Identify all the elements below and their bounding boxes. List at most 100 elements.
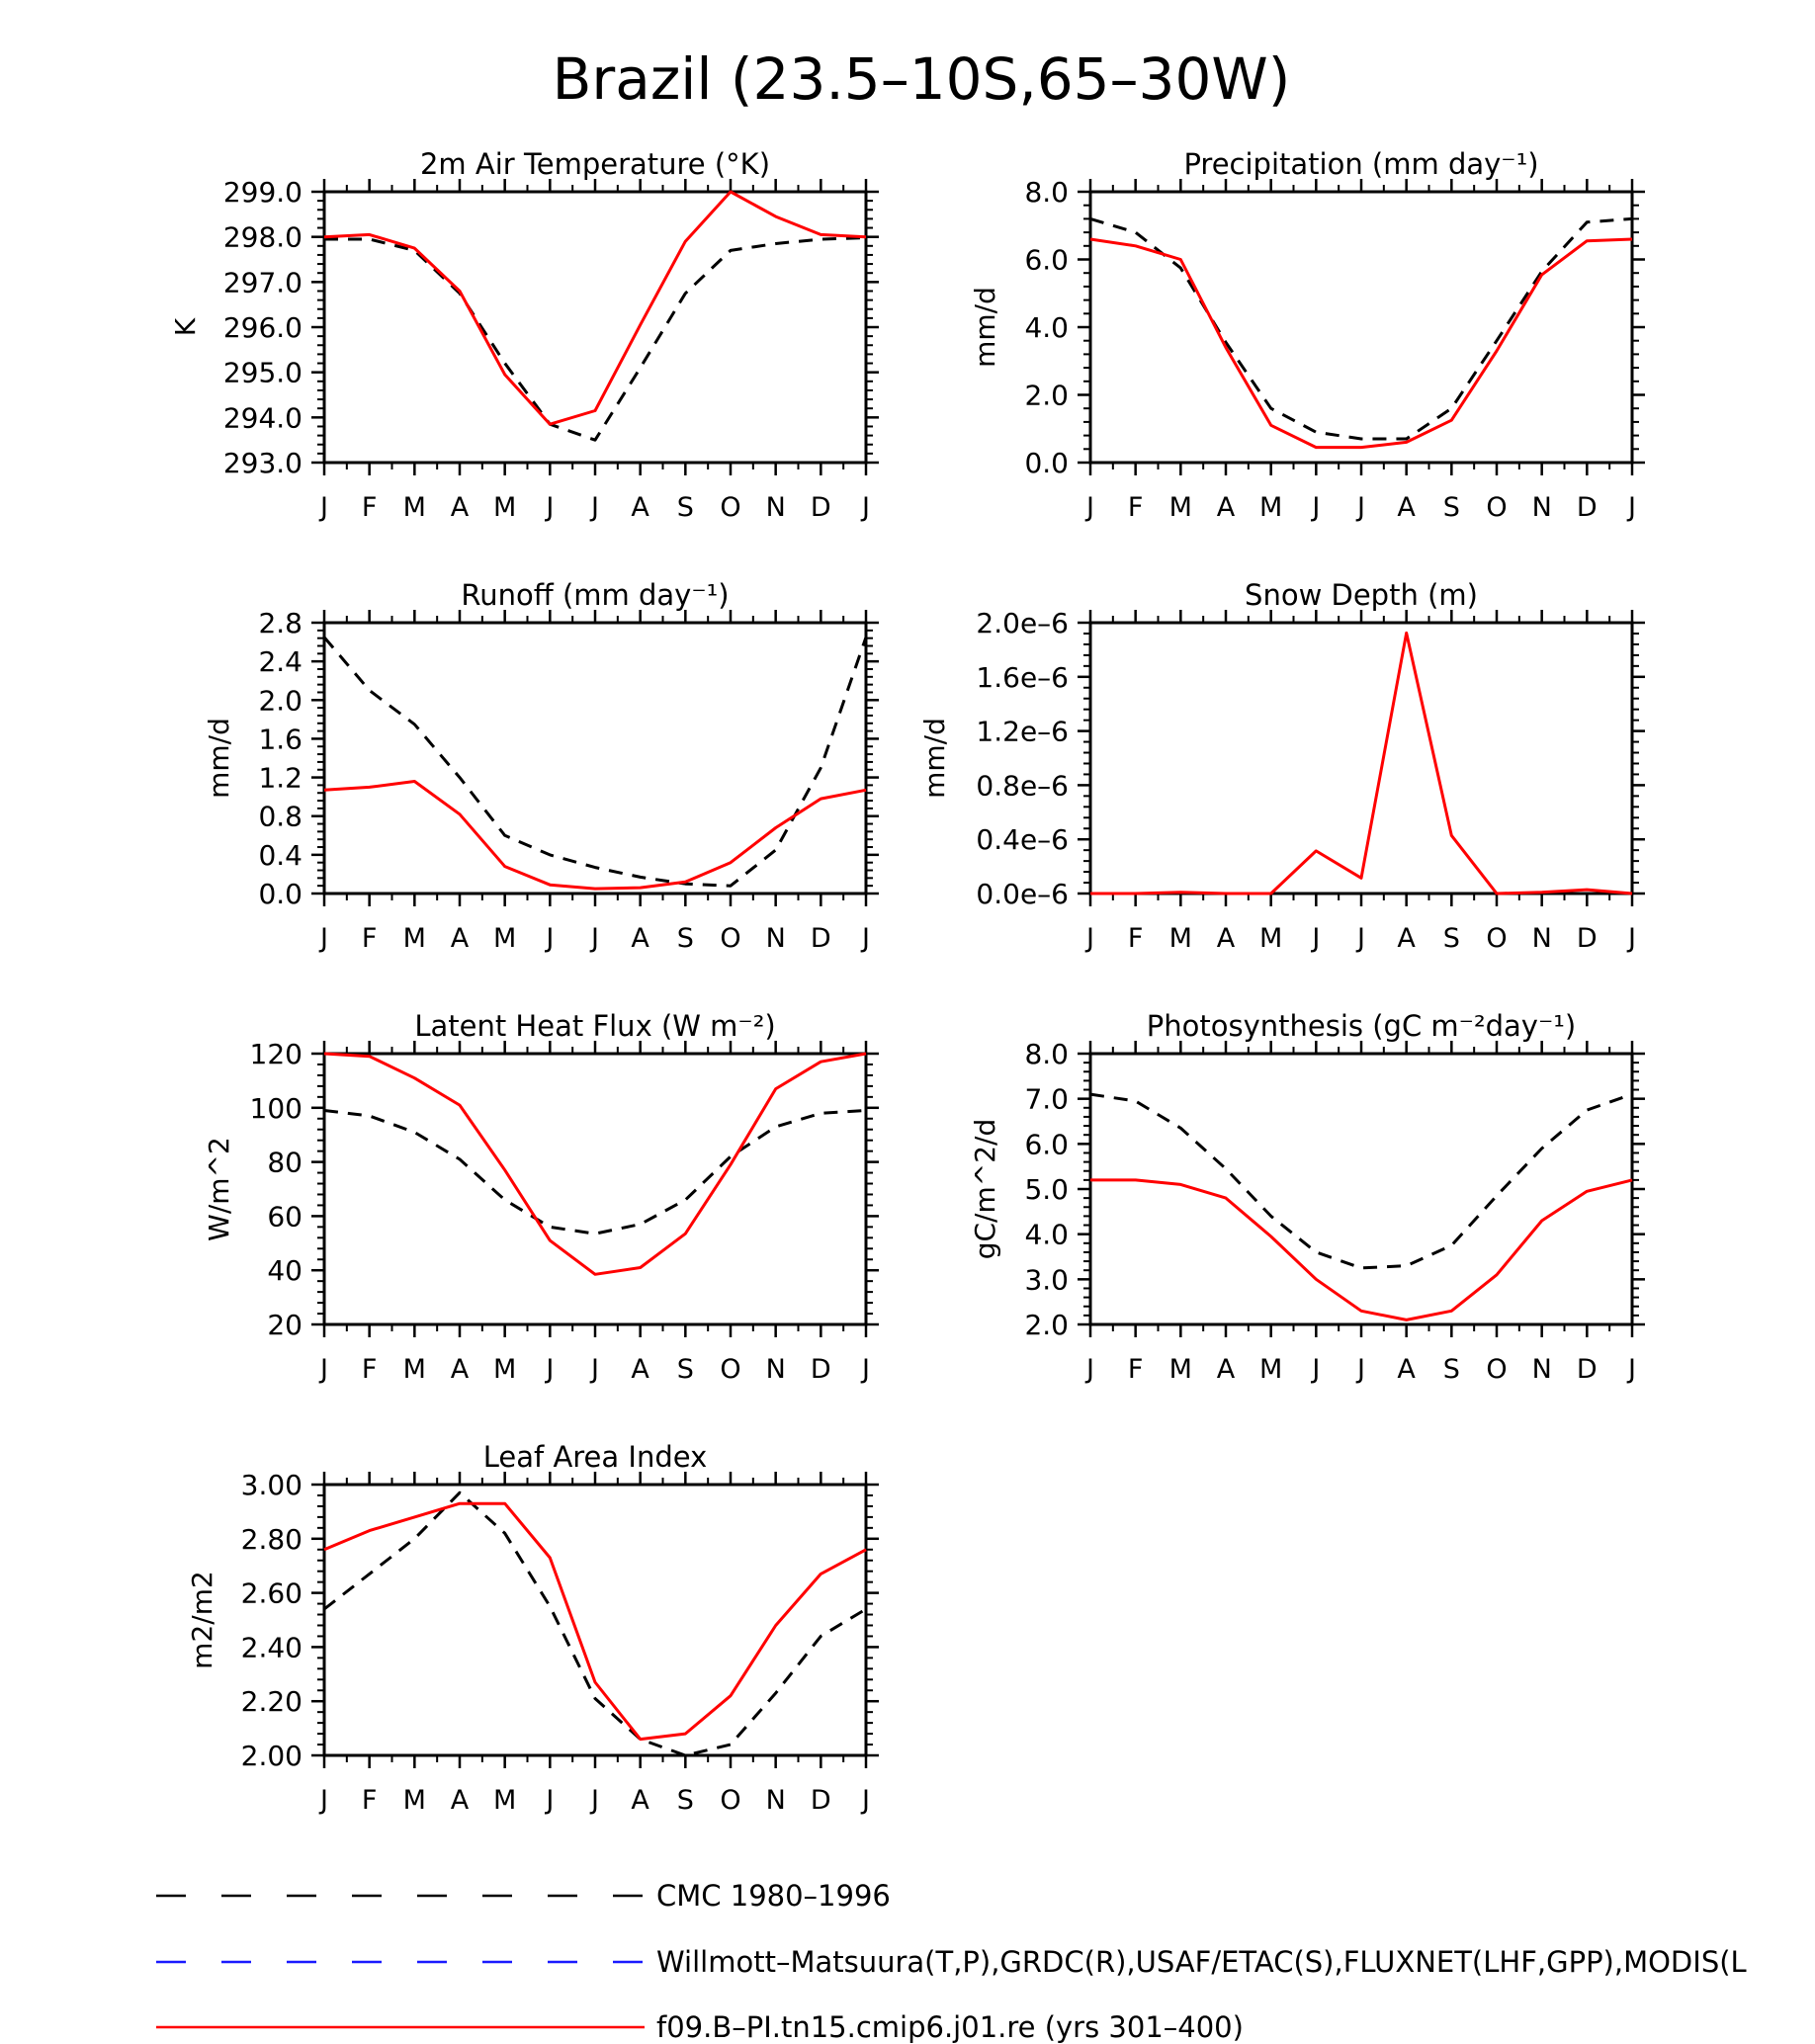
x-tick-label: M (403, 1785, 426, 1816)
y-axis-label: W/m^2 (203, 1137, 235, 1241)
x-tick-label: F (1128, 1354, 1144, 1385)
x-tick-label: J (1084, 923, 1094, 954)
series-line-model (323, 1501, 867, 1742)
x-tick-label: M (493, 923, 516, 954)
series-line-model (323, 1052, 867, 1276)
x-tick-label: N (1532, 923, 1552, 954)
x-tick-label: A (1217, 923, 1236, 954)
x-tick-label: A (1397, 1354, 1416, 1385)
x-tick-label: N (1532, 492, 1552, 523)
x-tick-label: D (811, 1354, 831, 1385)
x-tick-label: A (1397, 923, 1416, 954)
series-line-model (1090, 1178, 1633, 1321)
legend-label-3: f09.B–PI.tn15.cmip6.j01.re (yrs 301–400) (656, 2010, 1244, 2044)
x-tick-label: J (860, 1785, 870, 1816)
series-line-model (1090, 631, 1633, 895)
x-tick-label: J (318, 923, 328, 954)
x-tick-label: J (860, 492, 870, 523)
y-tick-label: 6.0 (1024, 1128, 1069, 1160)
x-tick-label: M (1169, 1354, 1192, 1385)
y-tick-label: 296.0 (223, 311, 302, 344)
chart-panel-1: J F M A M J J A S O N D J293.0294.0295.0296.0297.029… (169, 147, 879, 523)
x-tick-label: D (811, 923, 831, 954)
y-tick-label: 8.0 (1024, 1038, 1069, 1070)
x-tick-label: J (860, 923, 870, 954)
x-tick-label: S (677, 492, 694, 523)
x-tick-label: O (720, 1354, 740, 1385)
y-axis-label: mm/d (203, 718, 235, 799)
x-tick-label: F (362, 1354, 378, 1385)
x-tick-label: A (1397, 492, 1416, 523)
x-tick-label: A (631, 1785, 649, 1816)
x-tick-label: M (403, 1354, 426, 1385)
x-tick-label: M (1169, 923, 1192, 954)
y-axis-label: mm/d (918, 718, 951, 799)
x-tick-label: J (589, 1354, 599, 1385)
plot-frame (322, 1052, 868, 1326)
panel-title: Leaf Area Index (483, 1440, 707, 1474)
panel-title: Snow Depth (m) (1245, 578, 1478, 612)
series-line-cmc (322, 636, 868, 888)
y-tick-label: 5.0 (1024, 1173, 1069, 1206)
x-tick-label: J (860, 1354, 870, 1385)
x-tick-label: F (1128, 492, 1144, 523)
panel-title: Photosynthesis (gC m⁻²day⁻¹) (1147, 1009, 1576, 1043)
x-tick-label: J (1310, 492, 1320, 523)
x-tick-label: J (544, 923, 554, 954)
x-tick-label: J (589, 1785, 599, 1816)
y-tick-label: 80 (267, 1147, 302, 1179)
x-tick-label: J (1355, 1354, 1365, 1385)
x-tick-label: F (362, 492, 378, 523)
series-line-model (1089, 237, 1633, 450)
y-tick-label: 1.6 (258, 723, 302, 755)
x-tick-label: J (589, 492, 599, 523)
x-tick-label: N (766, 1354, 786, 1385)
panel-title: Latent Heat Flux (W m⁻²) (414, 1009, 775, 1043)
y-tick-label: 8.0 (1024, 176, 1069, 209)
x-tick-label: J (318, 1785, 328, 1816)
x-tick-label: J (1355, 492, 1365, 523)
panel-title: 2m Air Temperature (°K) (420, 147, 770, 181)
x-tick-label: J (1310, 1354, 1320, 1385)
x-tick-label: J (544, 1354, 554, 1385)
plot-frame (322, 190, 868, 465)
y-tick-label: 0.4 (258, 839, 302, 872)
y-tick-label: 4.0 (1024, 1219, 1069, 1251)
x-tick-label: M (493, 1354, 516, 1385)
y-tick-label: 2.20 (241, 1685, 302, 1718)
x-tick-label: F (1128, 923, 1144, 954)
series-line-cmc (323, 1490, 867, 1757)
y-tick-label: 2.4 (258, 645, 302, 678)
y-tick-label: 2.0 (1024, 380, 1069, 412)
y-tick-label: 294.0 (223, 401, 302, 434)
x-tick-label: J (1084, 492, 1094, 523)
plot-frame (322, 621, 868, 895)
figure-title: Brazil (23.5–10S,65–30W) (553, 45, 1291, 113)
x-tick-label: J (1084, 1354, 1094, 1385)
x-tick-label: O (720, 1785, 740, 1816)
y-tick-label: 60 (267, 1200, 302, 1233)
x-tick-label: O (720, 923, 740, 954)
y-axis-label: gC/m^2/d (969, 1119, 1001, 1260)
x-tick-label: D (811, 492, 831, 523)
y-tick-label: 4.0 (1024, 311, 1069, 344)
x-tick-label: S (1443, 923, 1460, 954)
x-tick-label: M (403, 492, 426, 523)
x-tick-label: F (362, 1785, 378, 1816)
y-tick-label: 0.0 (258, 878, 302, 910)
x-tick-label: O (720, 492, 740, 523)
x-tick-label: S (1443, 492, 1460, 523)
x-tick-label: J (1626, 1354, 1636, 1385)
x-tick-label: M (403, 923, 426, 954)
y-tick-label: 120 (250, 1038, 302, 1070)
y-tick-label: 6.0 (1024, 244, 1069, 277)
x-tick-label: J (318, 1354, 328, 1385)
x-tick-label: D (1577, 1354, 1598, 1385)
x-tick-label: J (544, 1785, 554, 1816)
y-tick-label: 2.8 (258, 607, 302, 639)
y-tick-label: 295.0 (223, 357, 302, 389)
x-tick-label: D (1577, 492, 1598, 523)
x-tick-label: S (677, 1354, 694, 1385)
y-tick-label: 1.2e–6 (976, 716, 1069, 748)
